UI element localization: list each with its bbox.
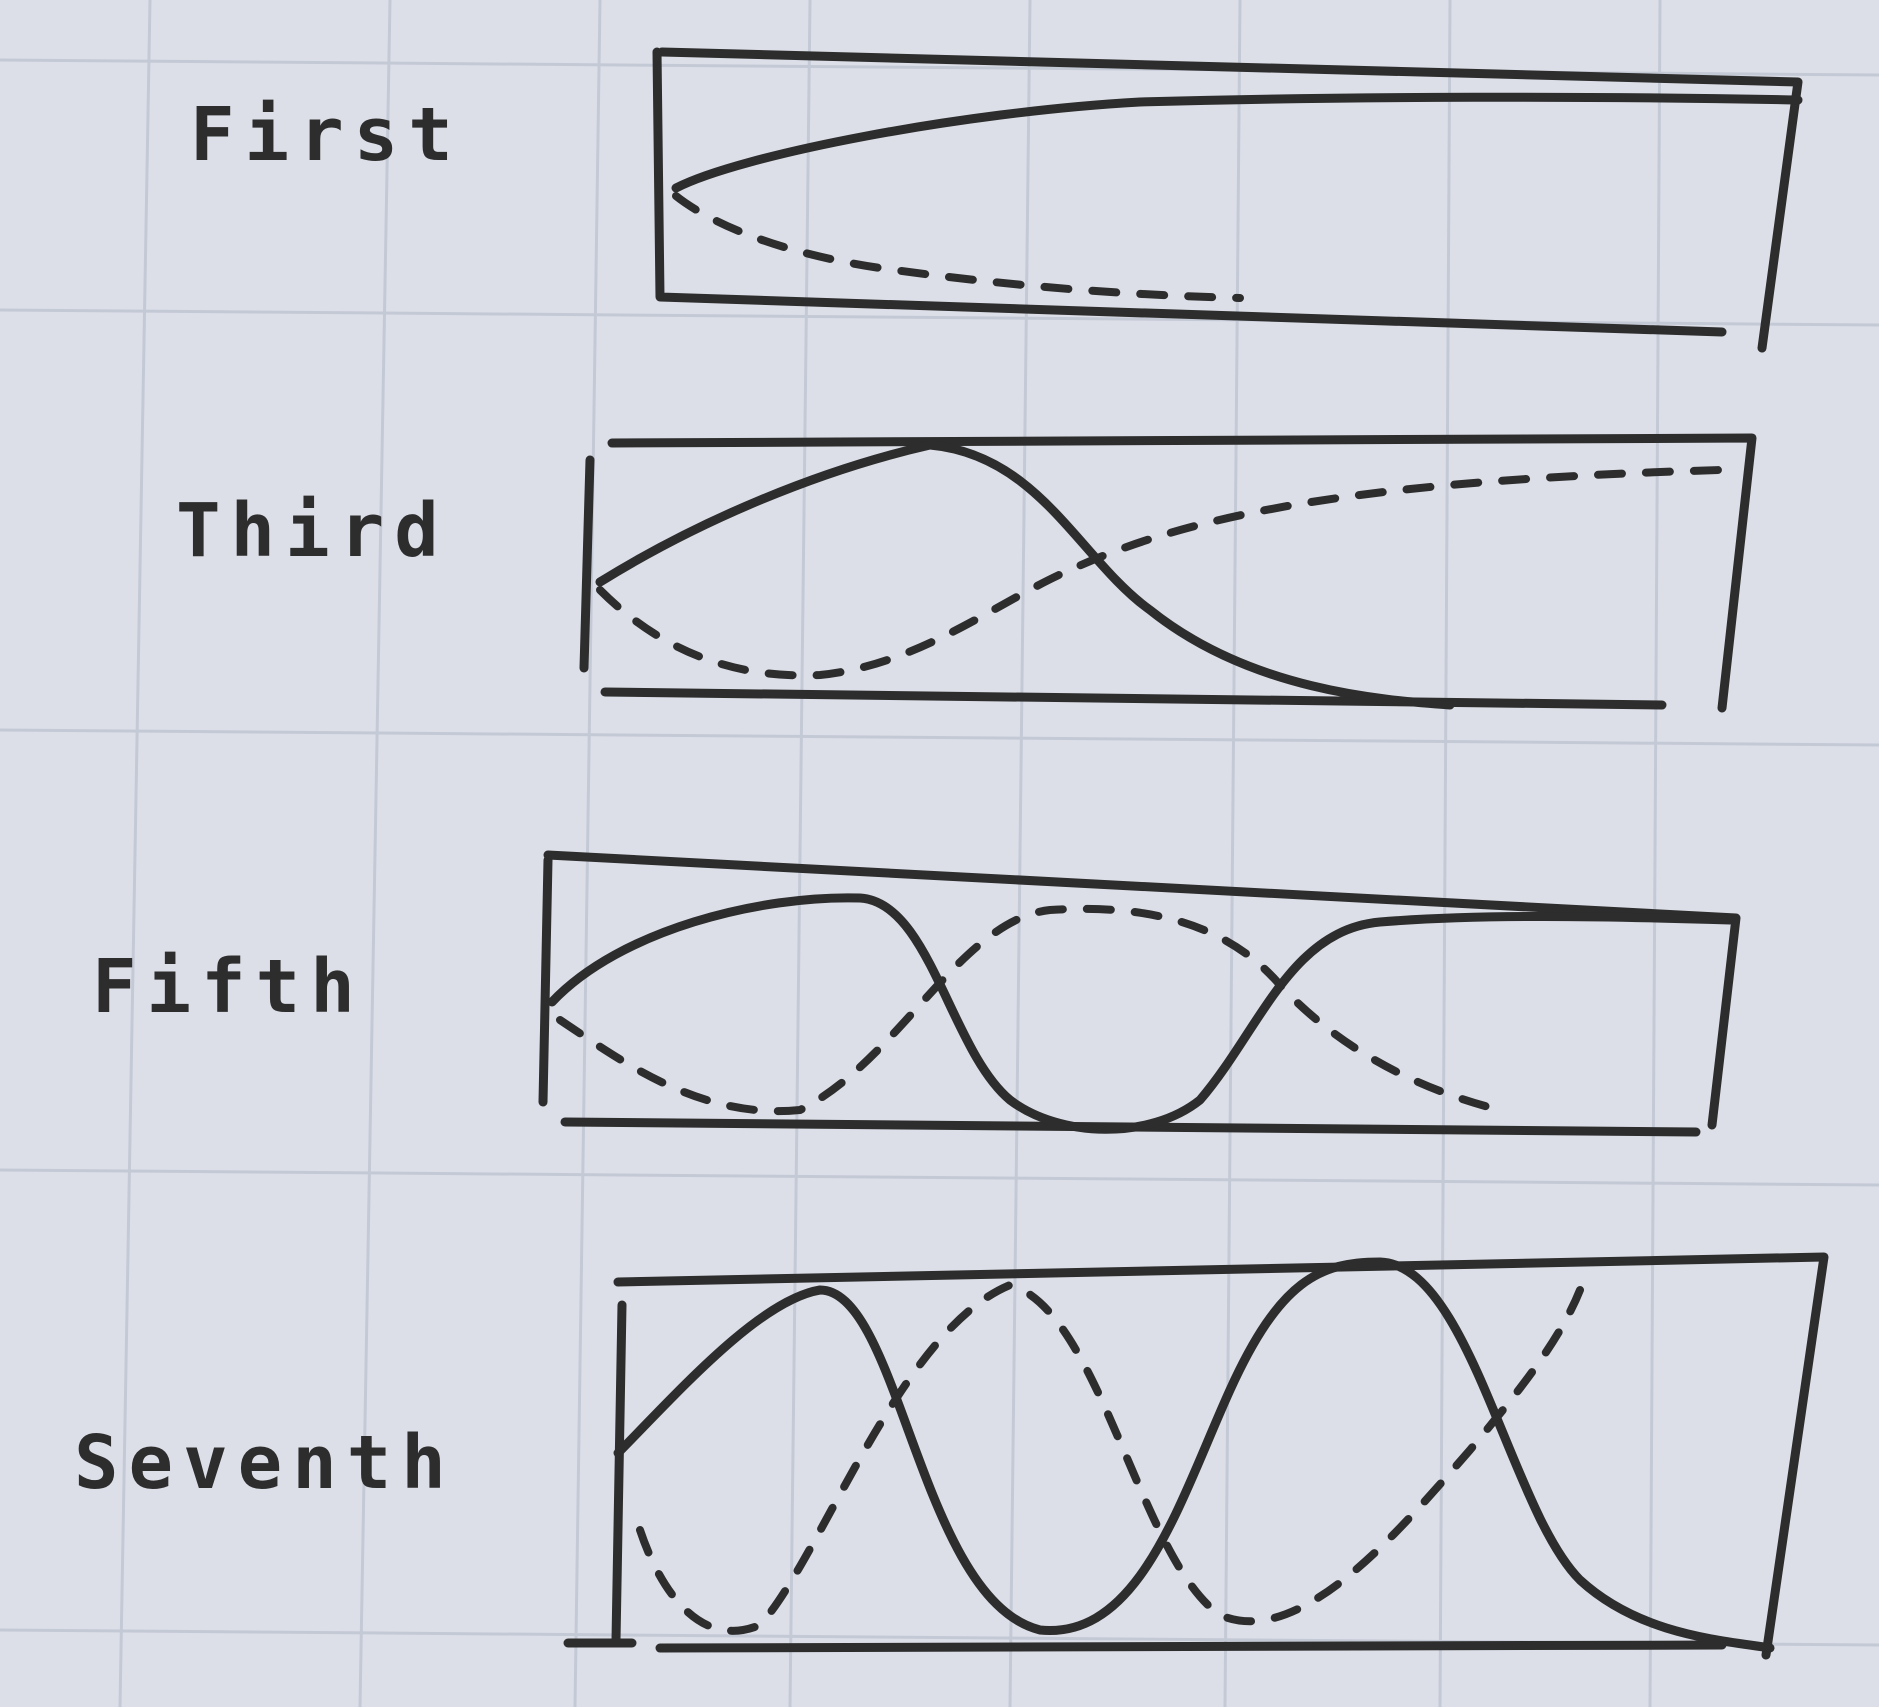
panel-first xyxy=(652,47,1803,353)
panel-first-frame xyxy=(652,47,1803,353)
label-first: First xyxy=(190,92,463,178)
panel-third xyxy=(579,433,1757,713)
panel-fifth-solid-curve xyxy=(547,893,1735,1134)
panel-fifth-dashed-curve xyxy=(556,904,1504,1116)
label-seventh: Seventh xyxy=(74,1420,456,1506)
panel-seventh-frame xyxy=(563,1252,1829,1660)
label-fifth: Fifth xyxy=(92,944,365,1030)
panel-first-dashed-curve xyxy=(672,192,1244,302)
panel-third-solid-curve xyxy=(595,440,1455,710)
panel-seventh-dashed-curve xyxy=(636,1281,1584,1635)
panel-seventh xyxy=(563,1252,1829,1660)
panel-third-frame xyxy=(579,433,1757,713)
label-third: Third xyxy=(176,488,449,574)
panel-seventh-solid-curve xyxy=(613,1257,1775,1653)
panel-fifth xyxy=(538,850,1741,1137)
panel-first-solid-curve xyxy=(671,92,1803,193)
